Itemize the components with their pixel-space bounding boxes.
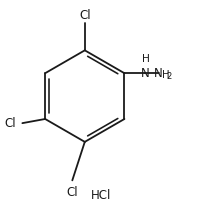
Text: Cl: Cl [4,117,16,130]
Text: Cl: Cl [66,186,78,199]
Text: Cl: Cl [79,9,91,22]
Text: N: N [141,67,150,80]
Text: H: H [162,70,170,80]
Text: N: N [154,67,163,80]
Text: HCl: HCl [91,189,112,203]
Text: 2: 2 [167,72,172,81]
Text: H: H [142,54,150,64]
